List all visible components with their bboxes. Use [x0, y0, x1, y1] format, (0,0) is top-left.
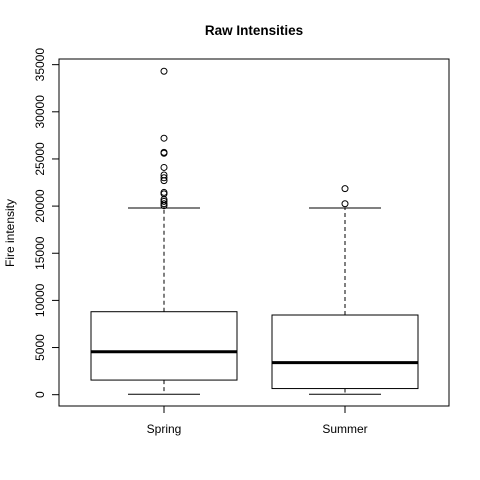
y-tick-label: 5000 — [33, 334, 47, 361]
y-tick-label: 0 — [33, 391, 47, 398]
outlier-point — [160, 188, 168, 196]
y-axis: 0 5000 10000 15000 20000 25000 30000 35000 — [33, 48, 60, 398]
y-tick-label: 25000 — [33, 142, 47, 176]
y-tick-label: 15000 — [33, 236, 47, 270]
y-axis-label: Fire intensity — [3, 199, 17, 267]
y-tick-label: 20000 — [33, 189, 47, 223]
outlier-point — [160, 174, 168, 182]
iqr-box — [271, 314, 419, 390]
y-tick-label: 30000 — [33, 95, 47, 129]
outlier-point — [160, 148, 168, 156]
box-spring — [90, 67, 238, 395]
x-tick-label: Summer — [322, 422, 367, 436]
outlier-point — [160, 163, 168, 171]
y-tick-label: 10000 — [33, 283, 47, 317]
outlier-point — [341, 200, 349, 208]
outlier-point — [160, 200, 168, 208]
iqr-box — [90, 311, 238, 381]
plot-frame — [58, 58, 450, 407]
outlier-point — [341, 185, 349, 193]
boxes — [90, 67, 419, 395]
outlier-point — [160, 171, 168, 179]
y-tick-label: 35000 — [33, 48, 47, 82]
box-summer — [271, 185, 419, 395]
outlier-point — [160, 134, 168, 142]
x-tick-label: Spring — [147, 422, 182, 436]
x-axis: Spring Summer — [147, 405, 368, 436]
outlier-point — [160, 67, 168, 75]
outlier-point — [160, 197, 168, 205]
chart-title: Raw Intensities — [205, 23, 303, 38]
